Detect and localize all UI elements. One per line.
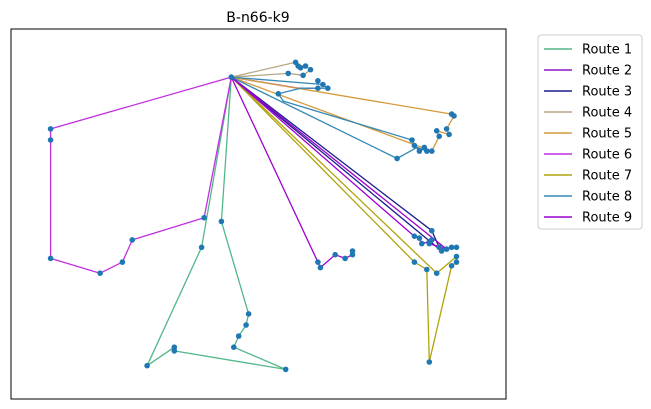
customer-node (315, 78, 321, 84)
customer-node (342, 255, 348, 262)
customer-node (325, 85, 331, 91)
legend-label-route-3: Route 3 (582, 85, 632, 100)
customer-node (424, 266, 430, 273)
customer-node (332, 251, 339, 258)
customer-node (426, 359, 433, 365)
legend-label-route-7: Route 7 (582, 169, 632, 184)
customer-node (411, 142, 418, 149)
customer-node (349, 248, 356, 254)
customer-node (448, 263, 455, 269)
customer-node (451, 113, 457, 119)
customer-node (218, 218, 225, 225)
customer-node (245, 311, 252, 317)
customer-node (438, 248, 445, 254)
customer-node (198, 244, 205, 251)
customer-node (416, 148, 423, 154)
customer-node (394, 155, 400, 162)
customer-node (129, 237, 136, 243)
customer-node (97, 270, 103, 277)
customer-node (416, 235, 423, 241)
customer-node (171, 344, 178, 351)
route-1-line (146, 76, 287, 371)
customer-node (411, 233, 418, 239)
customer-node (302, 63, 309, 69)
legend-label-route-2: Route 2 (582, 64, 632, 79)
customer-node (201, 214, 207, 221)
customer-node (443, 126, 450, 132)
customer-node (297, 65, 304, 71)
customer-node (426, 240, 433, 247)
depot-node (228, 74, 235, 80)
nodes-layer (47, 59, 460, 373)
customer-node (411, 259, 418, 265)
customer-node (315, 259, 321, 265)
legend-label-route-5: Route 5 (582, 127, 632, 142)
chart-title: B-n66-k9 (226, 10, 289, 26)
legend-frame (537, 34, 643, 230)
legend-label-route-4: Route 4 (582, 106, 632, 121)
customer-node (419, 240, 425, 247)
route-8-line (231, 76, 428, 160)
customer-node (317, 264, 324, 271)
customer-node (409, 137, 415, 143)
customer-node (300, 72, 306, 79)
customer-node (429, 227, 435, 234)
legend-label-route-9: Route 9 (582, 211, 632, 226)
customer-node (453, 253, 460, 260)
customer-node (446, 131, 452, 138)
customer-node (453, 259, 460, 265)
customer-node (453, 244, 460, 251)
customer-node (235, 333, 242, 339)
customer-node (448, 244, 455, 251)
customer-node (282, 366, 289, 373)
customer-node (243, 322, 249, 328)
customer-node (119, 259, 126, 265)
legend-label-route-6: Route 6 (582, 148, 632, 163)
customer-node (429, 148, 435, 154)
customer-node (275, 91, 282, 97)
customer-node (443, 246, 450, 252)
customer-node (144, 362, 150, 369)
customer-node (231, 344, 237, 351)
customer-node (315, 85, 321, 91)
customer-node (424, 148, 430, 154)
customer-node (47, 126, 54, 132)
legend-label-route-1: Route 1 (582, 43, 632, 58)
legend: Route 1 Route 2 Route 3 Route 4 Route 5 Route… (537, 34, 643, 230)
customer-node (433, 270, 440, 277)
customer-node (436, 133, 443, 140)
customer-node (433, 128, 440, 134)
customer-node (307, 66, 314, 73)
customer-node (285, 70, 292, 77)
customer-node (47, 137, 54, 143)
legend-label-route-8: Route 8 (582, 190, 632, 205)
customer-node (320, 81, 326, 88)
customer-node (47, 255, 54, 262)
plot-frame (10, 28, 507, 400)
